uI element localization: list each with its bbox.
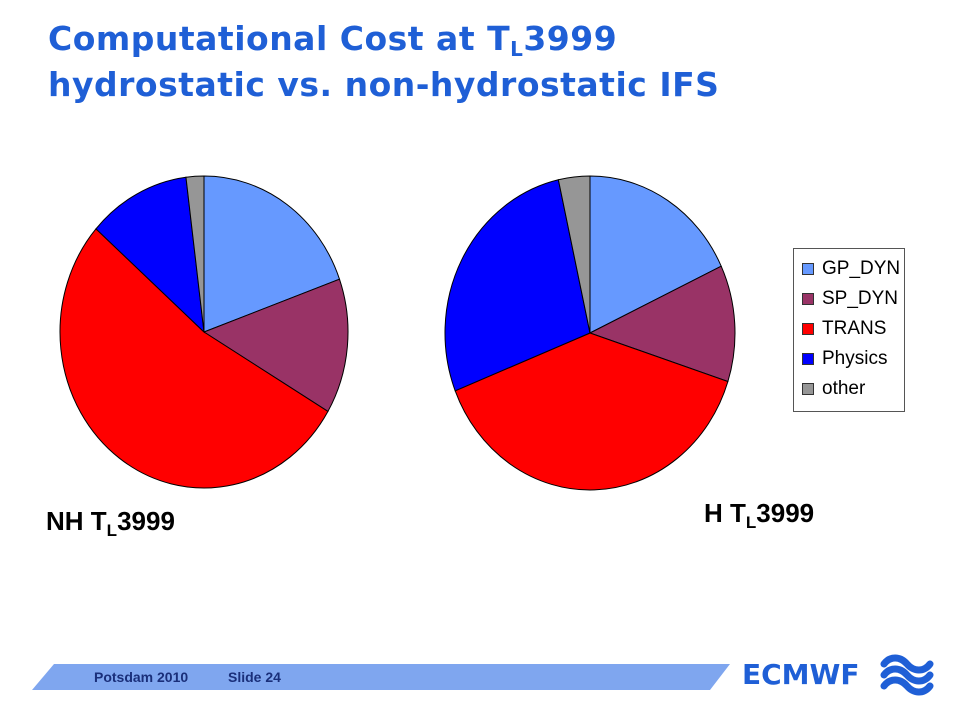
legend-item-sp-dyn: SP_DYN — [802, 288, 898, 310]
legend-swatch-sp-dyn — [802, 293, 814, 305]
slide-title: Computational Cost at TL3999 hydrostatic… — [48, 16, 928, 108]
legend-swatch-trans — [802, 323, 814, 335]
brand-name: ECMWF — [742, 658, 860, 691]
title-subscript: L — [510, 37, 524, 61]
legend-item-other: other — [802, 378, 865, 400]
pie-nh-label-text: NH T — [46, 506, 107, 536]
footer-bar — [32, 664, 730, 690]
title-line-1-suffix: 3999 — [523, 19, 618, 58]
pie-nh-label-subscript: L — [106, 521, 118, 540]
pie-nh-label-suffix: 3999 — [117, 506, 175, 536]
pie-h-slice-other — [557, 175, 591, 334]
pie-h-slice-sp-dyn — [588, 265, 736, 383]
legend-label-other: other — [822, 378, 866, 399]
legend-item-trans: TRANS — [802, 318, 886, 340]
legend-swatch-other — [802, 383, 814, 395]
pie-h — [444, 175, 736, 491]
chart-legend: GP_DYN SP_DYN TRANS Physics other — [793, 248, 905, 412]
legend-swatch-physics — [802, 353, 814, 365]
pie-nh-slice-trans — [59, 228, 329, 489]
pie-nh-label: NH TL3999 — [46, 506, 175, 541]
legend-label-trans: TRANS — [822, 318, 887, 339]
legend-item-physics: Physics — [802, 348, 887, 370]
legend-label-gp-dyn: GP_DYN — [822, 258, 901, 279]
footer-location: Potsdam 2010 — [94, 669, 189, 685]
footer-stripe — [32, 664, 730, 690]
ecmwf-logo-icon — [880, 654, 934, 696]
legend-item-gp-dyn: GP_DYN — [802, 258, 900, 280]
pie-nh-slice-physics — [95, 176, 205, 334]
pie-h-label-text: H T — [704, 498, 746, 528]
pie-nh-slice-sp-dyn — [202, 278, 349, 413]
pie-nh-slice-gp-dyn — [203, 175, 341, 333]
pie-nh — [59, 175, 349, 489]
legend-label-sp-dyn: SP_DYN — [822, 288, 899, 309]
footer-slide-number: Slide 24 — [228, 669, 281, 685]
pie-h-label: H TL3999 — [704, 498, 814, 533]
pie-h-label-suffix: 3999 — [756, 498, 815, 528]
title-line-1: Computational Cost at TL3999 — [48, 16, 928, 62]
pie-h-label-subscript: L — [745, 513, 757, 532]
pie-nh-slice-other — [185, 175, 205, 333]
pie-h-slice-gp-dyn — [589, 175, 722, 334]
pie-h-slice-physics — [444, 179, 591, 392]
legend-swatch-gp-dyn — [802, 263, 814, 275]
legend-label-physics: Physics — [822, 348, 888, 369]
pie-h-slice-trans — [454, 332, 729, 491]
title-line-2: hydrostatic vs. non-hydrostatic IFS — [48, 65, 720, 104]
title-line-1-text: Computational Cost at T — [48, 19, 511, 58]
